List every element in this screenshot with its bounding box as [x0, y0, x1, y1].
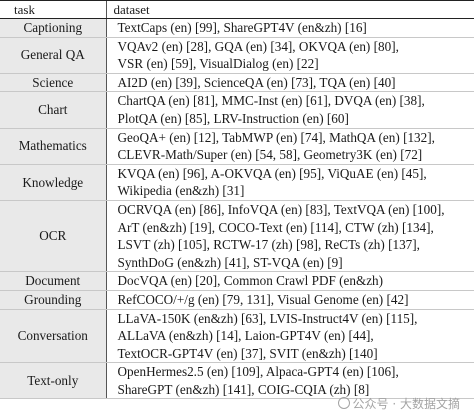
dataset-cell: AI2D (en) [39], ScienceQA (en) [73], TQA…: [105, 73, 474, 93]
dataset-cell: OCRVQA (en) [86], InfoVQA (en) [83], Tex…: [105, 200, 474, 273]
task-cell: Knowledge: [0, 164, 106, 201]
dataset-line: AI2D (en) [39], ScienceQA (en) [73], TQA…: [117, 74, 396, 90]
task-cell: OCR: [0, 200, 106, 273]
dataset-table: task dataset Captioning TextCaps (en) [99…: [0, 0, 474, 400]
dataset-line: VQAv2 (en) [28], GQA (en) [34], OKVQA (e…: [117, 38, 399, 54]
dataset-line: ArT (en&zh) [19], COCO-Text (en) [114], …: [117, 219, 434, 235]
dataset-line: SynthDoG (en&zh) [41], ST-VQA (en) [9]: [117, 254, 343, 270]
table-header-row: task dataset: [0, 0, 474, 19]
table-row: Captioning TextCaps (en) [99], ShareGPT4V…: [0, 18, 474, 38]
dataset-line: TextOCR-GPT4V (en) [37], SVIT (en&zh) [1…: [117, 345, 378, 361]
task-cell: Text-only: [0, 362, 106, 400]
dataset-line: RefCOCO/+/g (en) [79, 131], Visual Genom…: [117, 291, 409, 307]
dataset-line: TextCaps (en) [99], ShareGPT4V (en&zh) […: [117, 20, 367, 35]
dataset-column-header: dataset: [105, 0, 474, 19]
task-cell: Science: [0, 73, 106, 93]
dataset-line: ChartQA (en) [81], MMC-Inst (en) [61], D…: [117, 93, 425, 109]
watermark-text: 公众号 · 大数据文摘: [352, 397, 460, 411]
dataset-line: KVQA (en) [96], A-OKVQA (en) [95], ViQuA…: [117, 165, 427, 181]
task-cell: Grounding: [0, 290, 106, 310]
dataset-cell: RefCOCO/+/g (en) [79, 131], Visual Genom…: [105, 290, 474, 310]
dataset-cell: TextCaps (en) [99], ShareGPT4V (en&zh) […: [105, 18, 474, 38]
dataset-line: DocVQA (en) [20], Common Crawl PDF (en&z…: [117, 273, 384, 289]
dataset-line: LSVT (zh) [105], RCTW-17 (zh) [98], ReCT…: [117, 237, 420, 253]
dataset-cell: KVQA (en) [96], A-OKVQA (en) [95], ViQuA…: [105, 164, 474, 201]
table-row: Grounding RefCOCO/+/g (en) [79, 131], Vis…: [0, 290, 474, 310]
table-row: Mathematics GeoQA+ (en) [12], TabMWP (en)…: [0, 128, 474, 165]
table-row: Science AI2D (en) [39], ScienceQA (en) [7…: [0, 73, 474, 93]
task-cell: Chart: [0, 91, 106, 129]
dataset-cell: ChartQA (en) [81], MMC-Inst (en) [61], D…: [105, 91, 474, 129]
dataset-line: LLaVA-150K (en&zh) [63], LVIS-Instruct4V…: [117, 310, 418, 326]
dataset-cell: VQAv2 (en) [28], GQA (en) [34], OKVQA (e…: [105, 37, 474, 74]
table-row: General QA VQAv2 (en) [28], GQA (en) [34]…: [0, 37, 474, 74]
dataset-line: OpenHermes2.5 (en) [109], Alpaca-GPT4 (e…: [117, 364, 399, 380]
task-cell: Document: [0, 271, 106, 291]
task-cell: General QA: [0, 37, 106, 74]
dataset-cell: OpenHermes2.5 (en) [109], Alpaca-GPT4 (e…: [105, 362, 474, 400]
task-column-header: task: [0, 0, 106, 19]
task-cell: Conversation: [0, 309, 106, 364]
dataset-line: ShareGPT (en&zh) [141], COIG-CQIA (zh) […: [117, 381, 370, 397]
table-row: Text-only OpenHermes2.5 (en) [109], Alpac…: [0, 362, 474, 400]
dataset-cell: GeoQA+ (en) [12], TabMWP (en) [74], Math…: [105, 128, 474, 165]
table-row: Document DocVQA (en) [20], Common Crawl P…: [0, 271, 474, 291]
dataset-line: VSR (en) [59], VisualDialog (en) [22]: [117, 56, 319, 72]
dataset-line: ALLaVA (en&zh) [14], Laion-GPT4V (en) [4…: [117, 328, 374, 344]
dataset-line: CLEVR-Math/Super (en) [54, 58], Geometry…: [117, 147, 423, 163]
table-row: Knowledge KVQA (en) [96], A-OKVQA (en) [9…: [0, 164, 474, 201]
task-cell: Mathematics: [0, 128, 106, 165]
watermark: 公众号 · 大数据文摘: [337, 395, 460, 412]
table-row: Chart ChartQA (en) [81], MMC-Inst (en) [6…: [0, 91, 474, 129]
table-row: OCR OCRVQA (en) [86], InfoVQA (en) [83], …: [0, 200, 474, 273]
dataset-cell: DocVQA (en) [20], Common Crawl PDF (en&z…: [105, 271, 474, 291]
dataset-line: Wikipedia (en&zh) [31]: [117, 183, 245, 199]
table-body: Captioning TextCaps (en) [99], ShareGPT4V…: [0, 18, 474, 400]
dataset-line: OCRVQA (en) [86], InfoVQA (en) [83], Tex…: [117, 201, 445, 217]
dataset-cell: LLaVA-150K (en&zh) [63], LVIS-Instruct4V…: [105, 309, 474, 364]
task-cell: Captioning: [0, 18, 106, 38]
dataset-line: GeoQA+ (en) [12], TabMWP (en) [74], Math…: [117, 129, 435, 145]
dataset-line: PlotQA (en) [85], LRV-Instruction (en) […: [117, 110, 349, 126]
table-row: Conversation LLaVA-150K (en&zh) [63], LVI…: [0, 309, 474, 364]
wechat-icon: [337, 397, 350, 409]
